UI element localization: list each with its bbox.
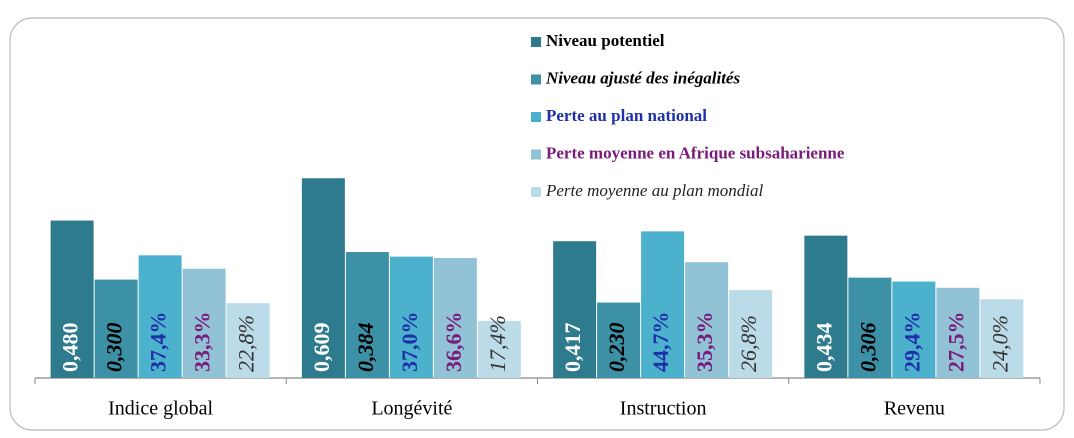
value-label: 0,480 [58,323,83,373]
bar [553,241,597,378]
value-label: 0,300 [102,323,127,373]
bar [94,279,138,378]
value-label: 22,8% [234,315,259,372]
legend-label: Perte moyenne en Afrique subsaharienne [546,143,845,162]
value-label: 26,8% [736,315,761,372]
value-label: 0,306 [855,323,880,373]
bar [848,277,892,378]
x-tick-label: Longévité [371,398,452,420]
value-label: 33,3% [190,312,215,373]
bar [804,235,848,378]
bar [433,257,477,378]
bar [50,220,94,378]
bar [892,281,936,378]
frame [9,17,1065,431]
bar [345,252,389,378]
value-label: 35,3% [692,312,717,373]
legend-swatch [531,74,541,85]
bar [301,178,345,378]
value-label: 0,609 [309,323,334,373]
legend-label: Perte moyenne au plan mondial [545,181,763,200]
value-label: 44,7% [648,312,673,373]
value-label: 0,384 [353,323,378,373]
x-tick-label: Revenu [884,398,945,420]
bar [685,262,729,378]
legend-swatch [531,187,541,197]
x-tick-label: Instruction [620,398,707,420]
legend-label: Niveau ajusté des inégalités [545,68,740,87]
bar [936,287,980,378]
x-tick-label: Indice global [108,398,213,420]
bar [226,303,270,378]
legend-label: Niveau potentiel [546,31,665,50]
legend-swatch [531,112,541,122]
value-label: 29,4% [899,312,924,373]
bar [138,255,182,378]
value-label: 24,0% [987,315,1012,372]
value-label: 0,230 [604,323,629,373]
value-label: 27,5% [943,312,968,373]
bar [477,320,521,378]
bar [182,268,226,378]
value-label: 17,4% [485,315,510,372]
value-label: 0,417 [560,323,585,373]
bar [641,231,685,378]
value-label: 37,0% [397,312,422,373]
value-label: 0,434 [811,323,836,373]
bar [389,256,433,378]
bar [597,302,641,378]
value-label: 36,6% [441,312,466,373]
legend-swatch [531,149,541,160]
bar [729,290,773,378]
value-label: 37,4% [146,312,171,373]
legend-swatch [531,37,541,47]
bar [980,299,1024,378]
legend-label: Perte au plan national [546,106,707,125]
